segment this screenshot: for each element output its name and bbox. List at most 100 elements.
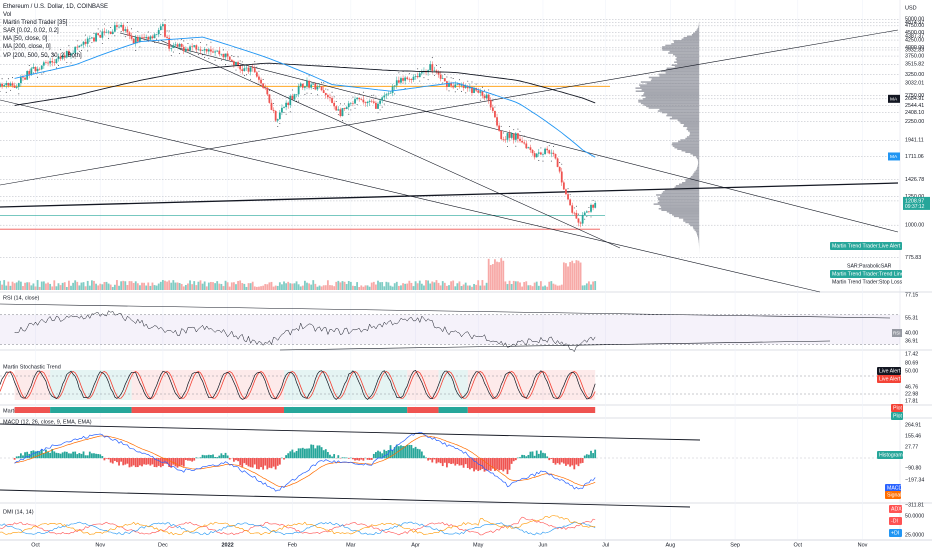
candle-body (131, 36, 133, 39)
macd-hist-bar (431, 458, 433, 462)
volume-bar (147, 282, 149, 290)
sar-dot (288, 97, 289, 98)
volume-bar (78, 285, 80, 290)
trend-meter-segment (284, 407, 407, 413)
volume-bar (400, 285, 402, 290)
sar-dot (242, 61, 243, 62)
macd-hist-bar (521, 455, 523, 458)
sar-dot (6, 92, 7, 93)
macd-hist-bar (496, 458, 498, 469)
volume-profile-bar (685, 222, 699, 224)
sar-dot (204, 57, 205, 58)
price-axis-label: 4750.00 (905, 23, 924, 29)
indicator-ma50[interactable]: MA [50, close, 0] (3, 35, 108, 43)
candle-body (273, 110, 275, 111)
candle-body (206, 49, 208, 51)
volume-profile-bar (641, 103, 699, 105)
macd-hist-bar (379, 452, 381, 459)
volume-bar (298, 284, 300, 290)
volume-bar (344, 282, 346, 290)
volume-bar (317, 287, 319, 290)
sar-dot (10, 90, 11, 91)
sar-dot (488, 89, 489, 90)
indicator-vp[interactable]: VP [200, 500, 50, 30, 2, Both] (3, 52, 108, 60)
candle-body (555, 154, 557, 158)
volume-bar (47, 283, 49, 290)
macd-hist-bar (101, 456, 103, 458)
candle-body (381, 97, 383, 100)
candle-body (294, 94, 296, 99)
sar-dot (570, 194, 571, 195)
volume-profile-bar (697, 232, 700, 234)
volume-bar (465, 283, 467, 290)
macd-hist-bar (147, 458, 149, 464)
sar-dot (284, 112, 285, 113)
symbol-title[interactable]: Ethereum / U.S. Dollar, 1D, COINBASE (3, 3, 108, 11)
price-axis-label: 775.83 (905, 255, 921, 261)
indicator-martin-trend-trader[interactable]: Martin Trend Trader [35] (3, 19, 108, 27)
sar-dot (375, 97, 376, 98)
volume-bar (35, 286, 37, 290)
volume-bar (590, 285, 592, 290)
candle-body (185, 49, 187, 51)
volume-bar (231, 282, 233, 290)
candle-body (258, 77, 260, 80)
indicator-ma200[interactable]: MA [200, close, 0] (3, 43, 108, 51)
candle-body (212, 51, 214, 52)
volume-profile-bar (673, 40, 699, 42)
volume-bar (260, 286, 262, 290)
sar-dot (198, 54, 199, 55)
dmi-axis-label: 25.0000 (905, 533, 924, 539)
macd-hist-bar (465, 458, 467, 464)
candle-body (373, 101, 375, 102)
volume-bar (5, 286, 7, 290)
volume-bar (557, 286, 559, 290)
macd-hist-bar (375, 452, 377, 458)
volume-profile-bar (665, 190, 700, 192)
sar-dot (167, 31, 168, 32)
macd-hist-bar (569, 458, 571, 467)
candle-body (388, 93, 390, 94)
volume-profile-bar (684, 124, 699, 126)
volume-profile-bar (642, 89, 700, 91)
candle-body (49, 61, 51, 63)
x-tick-label: 2022 (222, 542, 234, 548)
trend-meter-segment (50, 407, 131, 413)
macd-hist-bar (398, 446, 400, 458)
sar-dot (352, 97, 353, 98)
candle-body (492, 107, 494, 110)
volume-bar (521, 287, 523, 290)
candle-body (51, 61, 53, 62)
volume-profile-bar (692, 174, 699, 176)
indicator-sar[interactable]: SAR [0.02, 0.02, 0.2] (3, 27, 108, 35)
indicator-vol[interactable]: Vol (3, 11, 108, 19)
volume-profile-bar (681, 122, 700, 124)
stoch-badge-live-alert-2: Live Alert (879, 377, 901, 383)
volume-bar (258, 287, 260, 290)
macd-hist-bar (588, 455, 590, 458)
volume-bar (89, 286, 91, 290)
volume-profile-bar (696, 170, 699, 172)
candle-body (411, 79, 413, 80)
candle-body (133, 39, 135, 44)
sar-dot (467, 81, 468, 82)
macd-hist-bar (183, 458, 185, 467)
volume-bar (41, 282, 43, 290)
candle-body (202, 50, 204, 51)
volume-profile-bar (682, 182, 699, 184)
macd-hist-bar (571, 458, 573, 465)
sar-dot (359, 93, 360, 94)
volume-profile-bar (683, 219, 699, 221)
volume-bar (594, 281, 596, 290)
stoch-zone (439, 370, 468, 400)
volume-bar (262, 286, 264, 290)
volume-bar (354, 286, 356, 290)
sar-dot (503, 132, 504, 133)
macd-hist-bar (122, 458, 124, 465)
macd-hist-bar (534, 456, 536, 458)
candle-body (431, 64, 433, 71)
sar-dot (459, 79, 460, 80)
volume-profile-bar (695, 31, 699, 33)
